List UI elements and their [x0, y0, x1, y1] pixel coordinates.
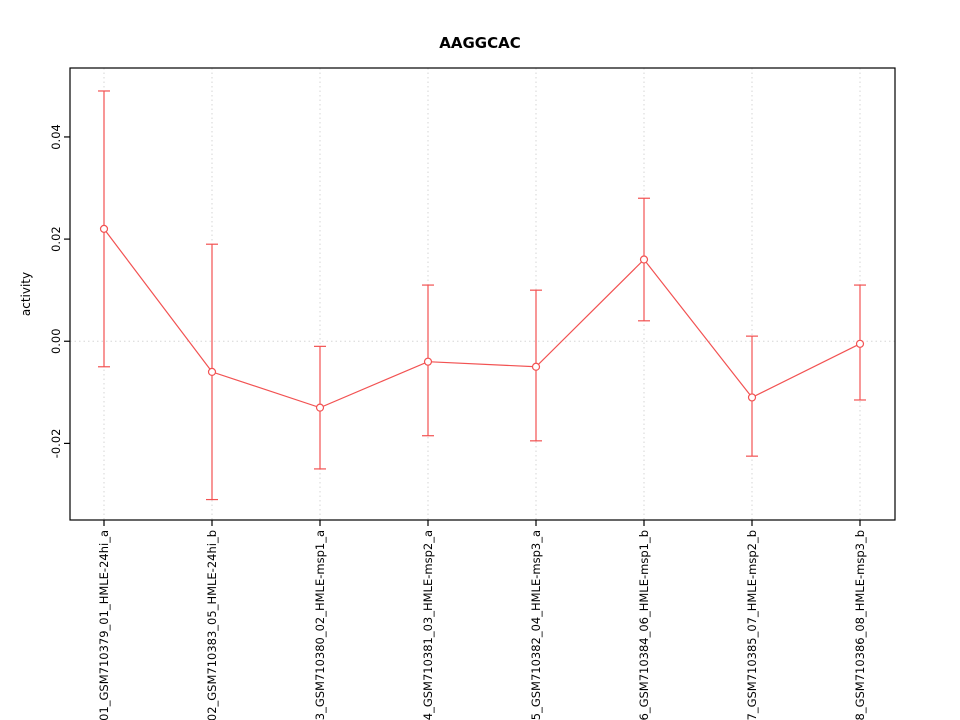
markers [99, 224, 865, 412]
svg-text:01_GSM710379_01_HMLE-24hi_a: 01_GSM710379_01_HMLE-24hi_a [97, 530, 111, 720]
svg-text:0.00: 0.00 [49, 328, 63, 354]
svg-text:04_GSM710381_03_HMLE-msp2_a: 04_GSM710381_03_HMLE-msp2_a [421, 530, 435, 720]
svg-text:0.02: 0.02 [49, 226, 63, 252]
gridlines [70, 68, 895, 520]
svg-text:03_GSM710380_02_HMLE-msp1_a: 03_GSM710380_02_HMLE-msp1_a [313, 530, 327, 720]
series-line [103, 228, 861, 409]
chart-title: AAGGCAC [439, 34, 521, 52]
svg-text:02_GSM710383_05_HMLE-24hi_b: 02_GSM710383_05_HMLE-24hi_b [205, 530, 219, 720]
svg-text:06_GSM710384_06_HMLE-msp1_b: 06_GSM710384_06_HMLE-msp1_b [637, 530, 651, 720]
x-axis: 01_GSM710379_01_HMLE-24hi_a 02_GSM710383_… [97, 520, 867, 720]
y-axis: -0.02 0.00 0.02 0.04 [49, 124, 70, 458]
svg-text:08_GSM710386_08_HMLE-msp3_b: 08_GSM710386_08_HMLE-msp3_b [853, 530, 867, 720]
svg-text:07_GSM710385_07_HMLE-msp2_b: 07_GSM710385_07_HMLE-msp2_b [745, 530, 759, 720]
svg-text:-0.02: -0.02 [49, 429, 63, 459]
plot-frame [69, 67, 896, 521]
svg-text:0.04: 0.04 [49, 124, 63, 150]
error-bars [98, 90, 866, 501]
svg-text:05_GSM710382_04_HMLE-msp3_a: 05_GSM710382_04_HMLE-msp3_a [529, 530, 543, 720]
